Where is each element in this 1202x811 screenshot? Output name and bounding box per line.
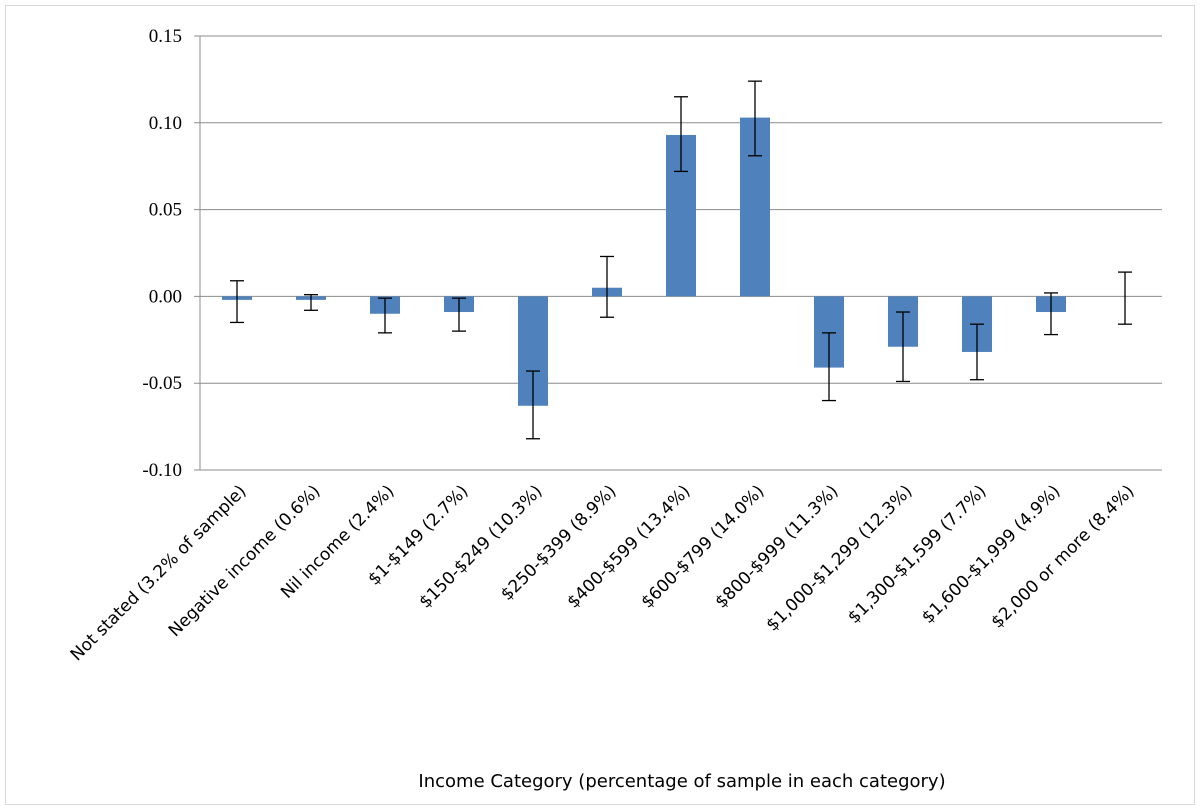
x-tick-label: $800-$999 (11.3%) — [711, 481, 842, 612]
error-bar — [1044, 292, 1058, 336]
error-bar — [526, 370, 540, 440]
error-bar — [896, 311, 910, 383]
error-bar — [1118, 271, 1132, 325]
error-bar — [378, 297, 392, 334]
gridlines — [194, 35, 1162, 471]
x-tick-labels: Not stated (3.2% of sample)Negative inco… — [67, 481, 1139, 665]
error-bar — [304, 294, 318, 311]
x-tick-label: $1,300-$1,599 (7.7%) — [844, 481, 990, 627]
error-bar — [970, 323, 984, 381]
x-tick-label: $1,600-$1,999 (4.9%) — [918, 481, 1064, 627]
error-bar — [452, 297, 466, 332]
x-tick-label: $600-$799 (14.0%) — [637, 481, 768, 612]
y-tick-label: 0.10 — [149, 113, 182, 134]
x-tick-label: $2,000 or more (8.4%) — [988, 481, 1139, 632]
chart-frame — [5, 5, 1195, 805]
error-bar — [674, 96, 688, 173]
error-bar — [230, 280, 244, 324]
error-bars — [230, 80, 1132, 440]
x-tick-label: Negative income (0.6%) — [165, 481, 325, 641]
x-tick-label: $150-$249 (10.3%) — [415, 481, 546, 612]
y-tick-label: 0.05 — [149, 200, 182, 221]
y-tick-labels: 0.15 0.10 0.05 0.00 -0.05 -0.10 — [142, 26, 182, 481]
x-tick-label: $1,000-$1,299 (12.3%) — [763, 481, 917, 635]
x-tick-label: $400-$599 (13.4%) — [563, 481, 694, 612]
x-axis-title: Income Category (percentage of sample in… — [418, 771, 945, 792]
y-tick-label: 0.00 — [149, 286, 182, 307]
error-bar — [822, 332, 836, 402]
error-bar — [600, 255, 614, 318]
y-tick-label: 0.15 — [149, 26, 182, 47]
y-tick-label: -0.10 — [142, 460, 182, 481]
y-tick-label: -0.05 — [142, 373, 182, 394]
error-bar — [748, 80, 762, 157]
